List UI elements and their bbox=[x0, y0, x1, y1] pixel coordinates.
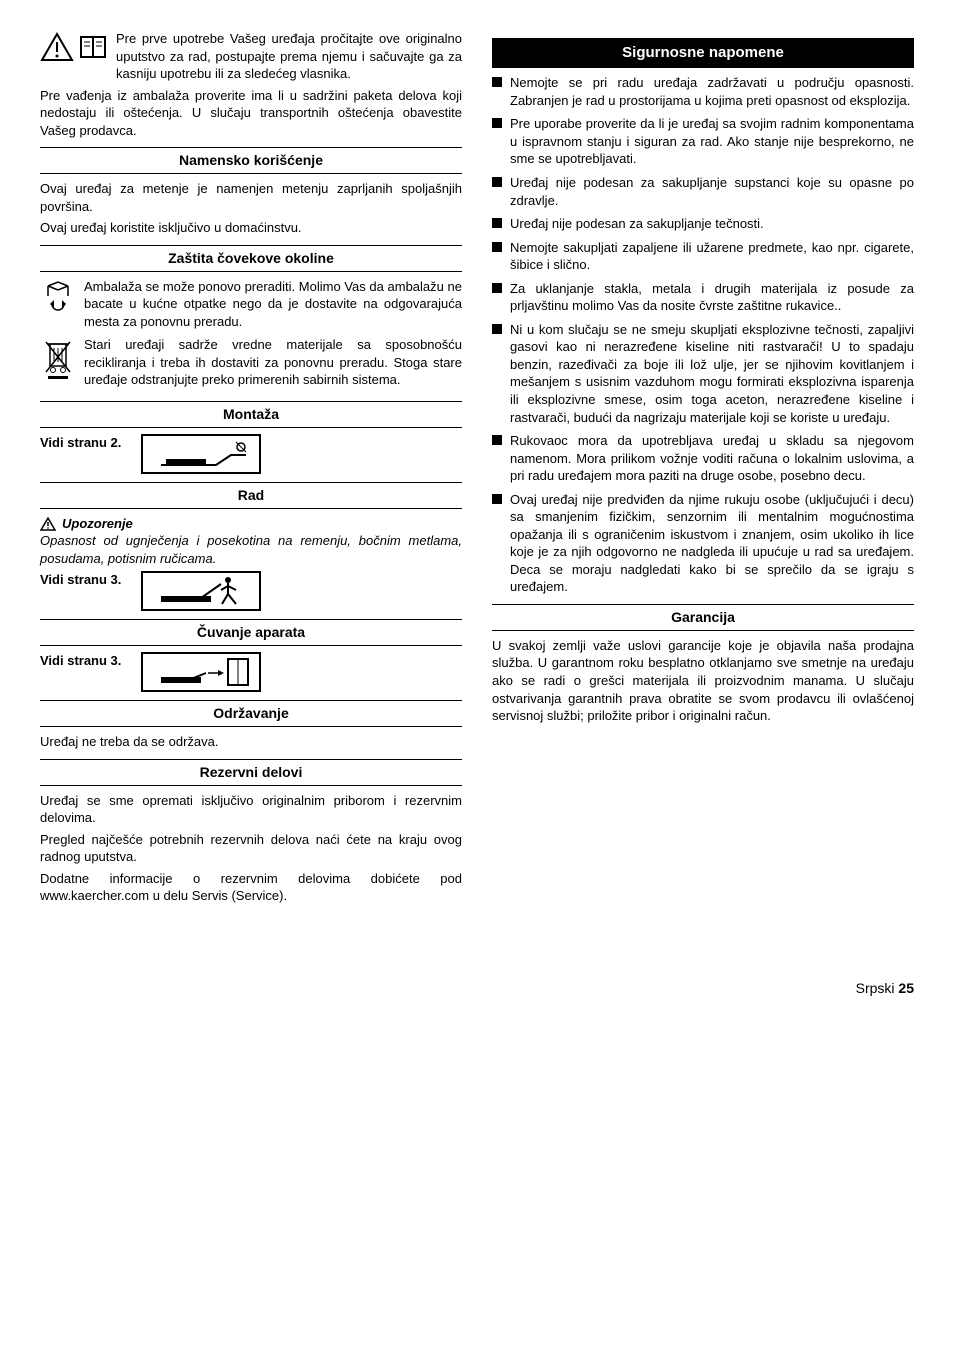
header-garancija: Garancija bbox=[492, 604, 914, 631]
right-column: Sigurnosne napomene Nemojte se pri radu … bbox=[492, 30, 914, 909]
cuvanje-see: Vidi stranu 3. bbox=[40, 652, 121, 670]
warning-triangle-small-icon bbox=[40, 517, 56, 531]
intro-text-2: Pre vađenja iz ambalaža proverite ima li… bbox=[40, 87, 462, 140]
intro-block: Pre prve upotrebe Vašeg uređaja pročitaj… bbox=[40, 30, 462, 139]
rad-warn-label: Upozorenje bbox=[62, 515, 133, 533]
zastita-block: Ambalaža se može ponovo preraditi. Molim… bbox=[40, 278, 462, 393]
weee-bin-icon bbox=[40, 336, 76, 380]
rad-see: Vidi stranu 3. bbox=[40, 571, 121, 589]
manual-book-icon bbox=[78, 32, 108, 62]
montaza-pictogram bbox=[141, 434, 261, 474]
intro-icons bbox=[40, 32, 108, 62]
odrzavanje-p1: Uređaj ne treba da se održava. bbox=[40, 733, 462, 751]
namensko-p1: Ovaj uređaj za metenje je namenjen meten… bbox=[40, 180, 462, 215]
rezervni-p3: Dodatne informacije o rezervnim delovima… bbox=[40, 870, 462, 905]
header-montaza: Montaža bbox=[40, 401, 462, 428]
montaza-see: Vidi stranu 2. bbox=[40, 434, 121, 452]
footer-lang: Srpski bbox=[856, 980, 895, 996]
rad-warn-text: Opasnost od ugnječenja i posekotina na r… bbox=[40, 532, 462, 567]
rezervni-p2: Pregled najčešće potrebnih rezervnih del… bbox=[40, 831, 462, 866]
left-column: Pre prve upotrebe Vašeg uređaja pročitaj… bbox=[40, 30, 462, 909]
zastita-p1: Ambalaža se može ponovo preraditi. Molim… bbox=[84, 278, 462, 331]
header-odrzavanje: Održavanje bbox=[40, 700, 462, 727]
rad-warning-row: Upozorenje bbox=[40, 515, 462, 533]
sig-item: Uređaj nije podesan za sakupljanje tečno… bbox=[510, 215, 764, 233]
sig-item: Rukovaoc mora da upotrebljava uređaj u s… bbox=[510, 432, 914, 485]
sig-item: Ni u kom slučaju se ne smeju skupljati e… bbox=[510, 321, 914, 426]
zastita-p2: Stari uređaji sadrže vredne materijale s… bbox=[84, 336, 462, 389]
warning-triangle-icon bbox=[40, 32, 74, 62]
garancija-p1: U svakoj zemlji važe uslovi garancije ko… bbox=[492, 637, 914, 725]
sig-item: Nemojte sakupljati zapaljene ili užarene… bbox=[510, 239, 914, 274]
footer-page: 25 bbox=[898, 980, 914, 996]
recycle-packaging-icon bbox=[40, 278, 76, 314]
header-cuvanje: Čuvanje aparata bbox=[40, 619, 462, 646]
namensko-p2: Ovaj uređaj koristite isključivo u domać… bbox=[40, 219, 462, 237]
intro-text-1: Pre prve upotrebe Vašeg uređaja pročitaj… bbox=[116, 30, 462, 83]
page-footer: Srpski 25 bbox=[40, 979, 914, 998]
sig-item: Uređaj nije podesan za sakupljanje supst… bbox=[510, 174, 914, 209]
rezervni-p1: Uređaj se sme opremati isključivo origin… bbox=[40, 792, 462, 827]
header-rezervni: Rezervni delovi bbox=[40, 759, 462, 786]
header-sigurnosne: Sigurnosne napomene bbox=[492, 38, 914, 68]
header-zastita: Zaštita čovekove okoline bbox=[40, 245, 462, 272]
sig-item: Nemojte se pri radu uređaja zadržavati u… bbox=[510, 74, 914, 109]
rad-pictogram bbox=[141, 571, 261, 611]
header-namensko: Namensko korišćenje bbox=[40, 147, 462, 174]
page-columns: Pre prve upotrebe Vašeg uređaja pročitaj… bbox=[40, 30, 914, 909]
sigurnosne-list: Nemojte se pri radu uređaja zadržavati u… bbox=[492, 74, 914, 596]
cuvanje-pictogram bbox=[141, 652, 261, 692]
header-rad: Rad bbox=[40, 482, 462, 509]
sig-item: Ovaj uređaj nije predviđen da njime ruku… bbox=[510, 491, 914, 596]
sig-item: Pre uporabe proverite da li je uređaj sa… bbox=[510, 115, 914, 168]
sig-item: Za uklanjanje stakla, metala i drugih ma… bbox=[510, 280, 914, 315]
